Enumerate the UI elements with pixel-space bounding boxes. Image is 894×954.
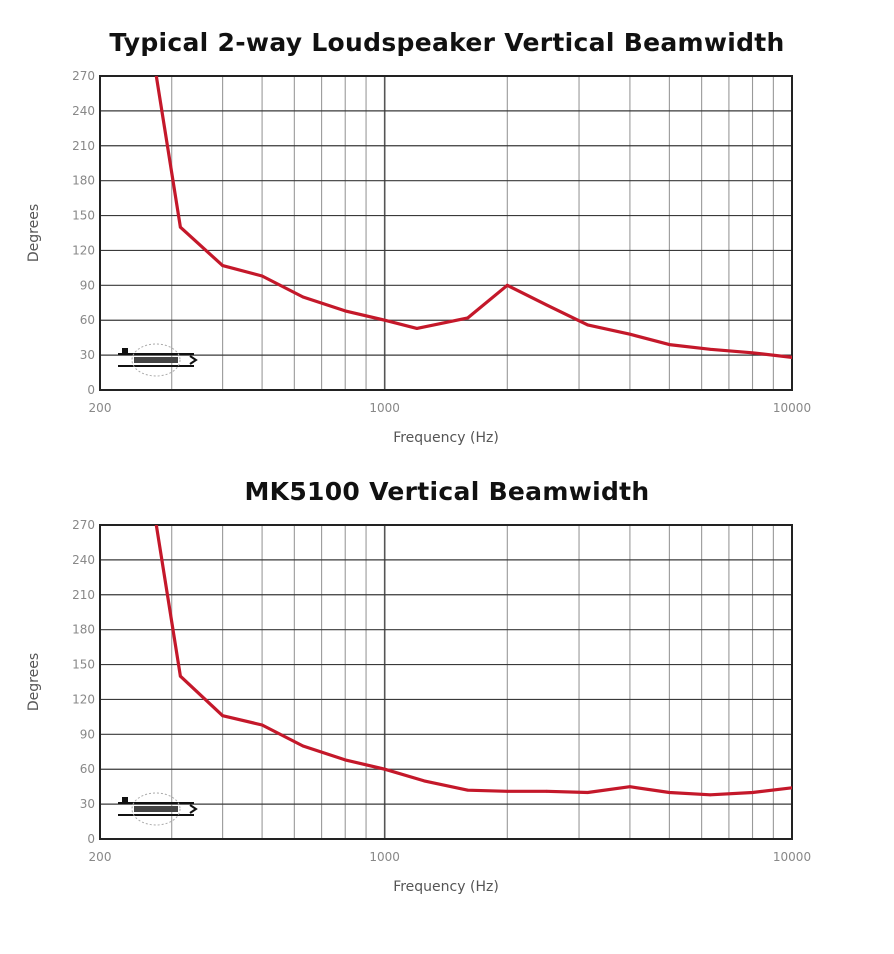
data-point (221, 264, 225, 267)
data-point (545, 789, 549, 793)
y-tick-label: 270 (72, 518, 95, 532)
plot-area (100, 76, 792, 390)
x-tick-label: 1000 (369, 401, 400, 415)
data-point (154, 76, 158, 78)
y-tick-label: 270 (72, 69, 95, 83)
y-axis-label: Degrees (26, 204, 42, 262)
x-tick-label: 10000 (773, 401, 811, 415)
data-point (221, 714, 225, 718)
data-point (301, 295, 305, 299)
data-point (301, 744, 305, 748)
data-point (383, 767, 387, 771)
speaker-icon (118, 792, 198, 826)
data-point (415, 326, 419, 330)
data-point (751, 791, 754, 794)
data-point (466, 316, 470, 320)
plot-area (100, 525, 792, 839)
data-point (260, 723, 264, 727)
y-tick-label: 180 (72, 623, 95, 637)
y-tick-label: 60 (80, 313, 95, 327)
y-tick-label: 240 (72, 104, 95, 118)
y-tick-label: 150 (72, 209, 95, 223)
y-tick-label: 60 (80, 762, 95, 776)
chart-title: Typical 2-way Loudspeaker Vertical Beamw… (109, 28, 785, 57)
data-point (343, 758, 347, 762)
chart-plot: 270 240 210 180 150 120 90 60 30 0 200 1000 10000 Fre… (26, 518, 811, 895)
chart-typical-2way: Typical 2-way Loudspeaker Vertical Beamw… (0, 28, 894, 488)
data-point (628, 785, 632, 789)
y-tick-label: 0 (87, 383, 95, 397)
y-tick-label: 30 (80, 348, 95, 362)
data-point (667, 343, 671, 347)
speaker-icon (118, 343, 198, 377)
y-tick-label: 90 (80, 727, 95, 741)
plot-frame (99, 524, 793, 840)
plot-frame (99, 75, 793, 391)
y-axis-label: Degrees (26, 653, 42, 711)
data-point (751, 351, 754, 355)
data-point (260, 274, 264, 278)
y-tick-label: 120 (72, 692, 95, 706)
x-tick-label: 200 (89, 401, 112, 415)
x-tick-label: 1000 (369, 850, 400, 864)
data-point (178, 225, 182, 229)
data-point (178, 674, 182, 678)
x-axis-label: Frequency (Hz) (393, 879, 499, 895)
y-tick-label: 150 (72, 658, 95, 672)
data-point (505, 789, 509, 793)
data-point (708, 793, 712, 797)
chart-title: MK5100 Vertical Beamwidth (244, 477, 650, 506)
data-point (383, 318, 387, 322)
y-tick-label: 120 (72, 243, 95, 257)
y-tick-label: 0 (87, 832, 95, 846)
data-point (466, 788, 470, 792)
y-tick-label: 210 (72, 139, 95, 153)
data-point (586, 791, 590, 794)
x-tick-label: 200 (89, 850, 112, 864)
y-tick-label: 210 (72, 588, 95, 602)
chart-plot: 270 240 210 180 150 120 90 60 30 0 200 1000 10000 Fre… (26, 69, 811, 446)
data-point (422, 779, 426, 783)
data-point (790, 786, 792, 790)
data-point (154, 525, 158, 527)
data-point (628, 332, 632, 336)
y-tick-label: 30 (80, 797, 95, 811)
data-point (343, 309, 347, 313)
x-axis-label: Frequency (Hz) (393, 430, 499, 446)
chart-mk5100: MK5100 Vertical Beamwidth 270 240 210 180 15… (0, 477, 894, 937)
data-point (667, 791, 671, 794)
x-tick-label: 10000 (773, 850, 811, 864)
data-point (545, 303, 549, 307)
y-tick-label: 180 (72, 174, 95, 188)
y-tick-label: 240 (72, 553, 95, 567)
data-point (790, 356, 792, 359)
data-point (586, 323, 590, 327)
y-tick-label: 90 (80, 278, 95, 292)
data-point (505, 283, 509, 287)
data-point (708, 347, 712, 351)
